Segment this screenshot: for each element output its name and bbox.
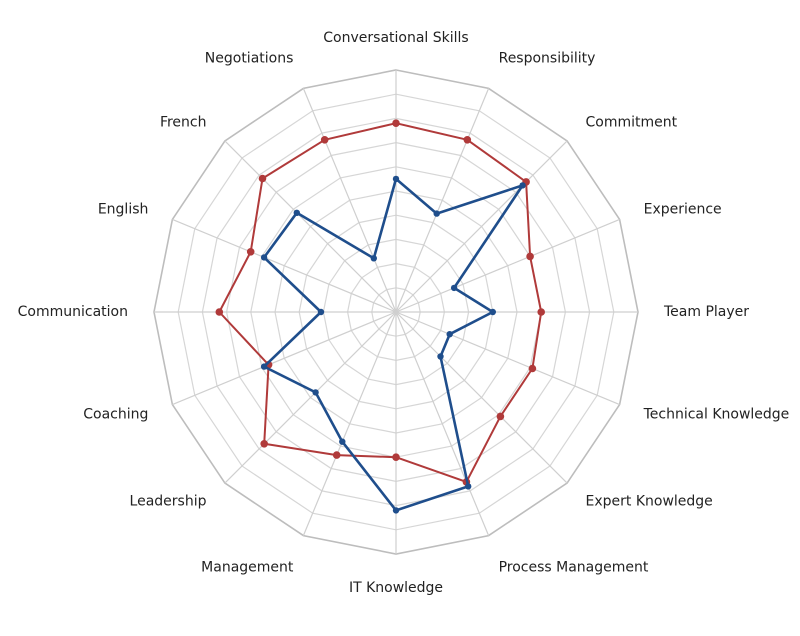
data-point-experience[interactable] [526, 253, 534, 261]
data-point-responsibility[interactable] [434, 210, 440, 216]
axis-label-french: French [160, 115, 207, 131]
data-point-management[interactable] [339, 439, 345, 445]
data-point-commitment[interactable] [519, 182, 525, 188]
axis-label-negotiations: Negotiations [205, 50, 294, 66]
axis-labels: Conversational Skills Responsibility Commi… [18, 30, 790, 596]
axis-label-communication: Communication [18, 304, 128, 320]
data-point-english[interactable] [261, 254, 267, 260]
data-point-expert-knowledge[interactable] [497, 413, 505, 421]
data-point-management[interactable] [333, 451, 341, 459]
series-1 [216, 119, 546, 485]
data-point-conversational-skills[interactable] [392, 119, 400, 127]
data-point-leadership[interactable] [260, 440, 268, 448]
axis-label-experience: Experience [644, 201, 722, 217]
data-point-communication[interactable] [318, 309, 324, 315]
axis-label-english: English [98, 201, 149, 217]
data-point-it-knowledge[interactable] [393, 507, 399, 513]
grid-spoke [225, 141, 396, 312]
data-point-process-management[interactable] [465, 483, 471, 489]
grid-spoke [303, 312, 396, 536]
axis-label-it-knowledge: IT Knowledge [349, 580, 443, 596]
axis-label-management: Management [201, 560, 294, 576]
data-point-communication[interactable] [216, 308, 224, 316]
grid-spoke [172, 219, 396, 312]
series-line [264, 179, 522, 511]
data-point-english[interactable] [247, 248, 255, 256]
data-point-it-knowledge[interactable] [392, 453, 400, 461]
axis-label-leadership: Leadership [130, 494, 207, 510]
data-point-experience[interactable] [451, 285, 457, 291]
axis-label-coaching: Coaching [83, 407, 148, 423]
data-point-team-player[interactable] [537, 308, 545, 316]
grid-spoke [396, 312, 489, 536]
data-point-technical-knowledge[interactable] [529, 365, 537, 373]
axis-label-process-management: Process Management [499, 560, 649, 576]
data-point-conversational-skills[interactable] [393, 176, 399, 182]
axis-label-conversational-skills: Conversational Skills [323, 30, 468, 46]
radar-grid [154, 70, 638, 554]
axis-label-commitment: Commitment [586, 115, 678, 131]
data-point-responsibility[interactable] [464, 136, 472, 144]
data-point-negotiations[interactable] [371, 255, 377, 261]
grid-spoke [396, 219, 620, 312]
grid-spoke [396, 312, 567, 483]
axis-label-expert-knowledge: Expert Knowledge [586, 494, 713, 510]
axis-label-team-player: Team Player [663, 304, 749, 320]
data-point-coaching[interactable] [261, 363, 267, 369]
grid-spoke [225, 312, 396, 483]
grid-spoke [303, 88, 396, 312]
data-point-french[interactable] [294, 210, 300, 216]
axis-label-responsibility: Responsibility [499, 50, 596, 66]
data-point-negotiations[interactable] [321, 136, 329, 144]
grid-spoke [396, 141, 567, 312]
data-point-french[interactable] [259, 175, 267, 183]
data-point-expert-knowledge[interactable] [437, 353, 443, 359]
grid-spoke [396, 312, 620, 405]
grid-spoke [172, 312, 396, 405]
axis-label-technical-knowledge: Technical Knowledge [643, 407, 790, 423]
data-point-leadership[interactable] [312, 389, 318, 395]
data-point-technical-knowledge[interactable] [447, 331, 453, 337]
data-point-team-player[interactable] [490, 309, 496, 315]
